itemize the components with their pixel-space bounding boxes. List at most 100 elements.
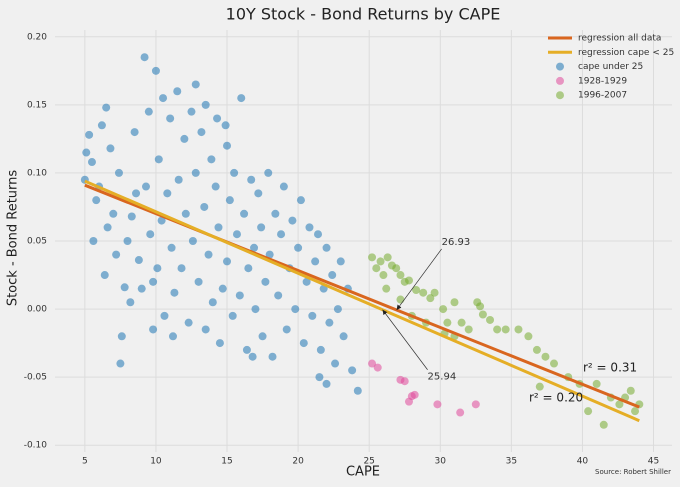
scatter-point	[141, 182, 150, 191]
scatter-point	[348, 366, 357, 375]
scatter-point	[201, 325, 210, 334]
scatter-point	[379, 271, 388, 280]
scatter-point	[264, 168, 273, 177]
scatter-point	[396, 271, 405, 280]
scatter-point	[92, 196, 101, 205]
scatter-point	[134, 256, 143, 265]
scatter-point	[197, 128, 206, 137]
scatter-point	[100, 271, 109, 280]
scatter-point	[223, 257, 232, 266]
scatter-point	[308, 311, 317, 320]
r-squared-label: r² = 0.20	[529, 391, 583, 405]
x-tick-label: 30	[435, 457, 447, 467]
regression-line	[84, 179, 640, 423]
scatter-point	[430, 288, 439, 297]
scatter-point	[208, 298, 217, 307]
x-tick-label: 5	[82, 457, 88, 467]
scatter-point	[132, 189, 141, 198]
scatter-point	[404, 397, 413, 406]
scatter-point	[373, 363, 382, 372]
scatter-point	[235, 291, 244, 300]
scatter-point	[207, 155, 216, 164]
scatter-point	[443, 318, 452, 327]
scatter-point	[173, 87, 182, 96]
scatter-point	[153, 264, 162, 273]
scatter-point	[237, 94, 246, 103]
scatter-point	[151, 66, 160, 75]
scatter-point	[242, 345, 251, 354]
scatter-point	[412, 286, 421, 295]
scatter-point	[89, 237, 98, 245]
scatter-point	[146, 230, 155, 239]
scatter-point	[631, 407, 640, 416]
x-tick-label: 45	[648, 457, 659, 467]
scatter-point	[228, 311, 237, 320]
scatter-point	[201, 100, 210, 109]
scatter-point	[277, 230, 286, 239]
scatter-point	[328, 271, 337, 280]
scatter-point	[215, 339, 224, 348]
scatter-point	[457, 318, 466, 327]
scatter-point	[149, 325, 158, 334]
scatter-point	[592, 379, 601, 388]
scatter-point	[486, 315, 495, 324]
scatter-point	[191, 168, 200, 177]
y-tick-label: -0.10	[24, 441, 48, 451]
scatter-point	[191, 80, 200, 89]
scatter-point	[426, 294, 435, 303]
scatter-point	[137, 284, 146, 293]
scatter-point	[204, 250, 213, 259]
scatter-point	[282, 325, 291, 334]
y-axis-label: Stock - Bond Returns	[6, 170, 21, 307]
scatter-point	[599, 420, 608, 429]
y-tick-label: 0.20	[27, 32, 47, 42]
scatter-point	[296, 196, 305, 205]
legend-swatch	[556, 62, 564, 71]
scatter-point	[339, 332, 348, 341]
scatter-point	[404, 276, 413, 285]
scatter-point	[127, 212, 136, 221]
scatter-point	[501, 325, 510, 334]
scatter-point	[154, 155, 163, 164]
scatter-point	[325, 318, 334, 327]
scatter-point	[392, 264, 401, 273]
scatter-point	[157, 216, 166, 225]
scatter-point	[615, 400, 624, 409]
scatter-point	[82, 148, 91, 157]
scatter-point	[114, 168, 123, 177]
scatter-point	[353, 386, 362, 395]
scatter-point	[97, 121, 106, 130]
scatter-point	[123, 237, 132, 245]
scatter-point	[271, 209, 280, 218]
scatter-point	[106, 144, 115, 153]
chart-title: 10Y Stock - Bond Returns by CAPE	[226, 5, 501, 24]
scatter-point	[419, 288, 428, 297]
scatter-point	[305, 223, 314, 232]
scatter-point	[254, 189, 263, 198]
scatter-point	[383, 253, 392, 262]
scatter-point	[400, 377, 409, 386]
scatter-point	[225, 196, 234, 205]
scatter-point	[268, 352, 277, 361]
scatter-point	[218, 284, 227, 293]
scatter-point	[514, 325, 523, 334]
scatter-point	[184, 318, 193, 327]
scatter-point	[248, 352, 257, 361]
scatter-point	[120, 283, 129, 292]
scatter-point	[177, 264, 186, 273]
scatter-point	[200, 202, 209, 211]
scatter-point	[214, 223, 223, 232]
scatter-point	[396, 295, 405, 304]
annotation-text: 26.93	[442, 237, 471, 248]
scatter-point	[188, 237, 197, 245]
y-tick-label: -0.05	[24, 373, 47, 383]
scatter-point	[187, 107, 196, 116]
scatter-point	[109, 209, 118, 218]
scatter-point	[279, 182, 288, 191]
scatter-point	[250, 243, 259, 252]
scatter-point	[211, 182, 220, 191]
scatter-point	[476, 302, 485, 311]
scatter-point	[159, 94, 168, 103]
